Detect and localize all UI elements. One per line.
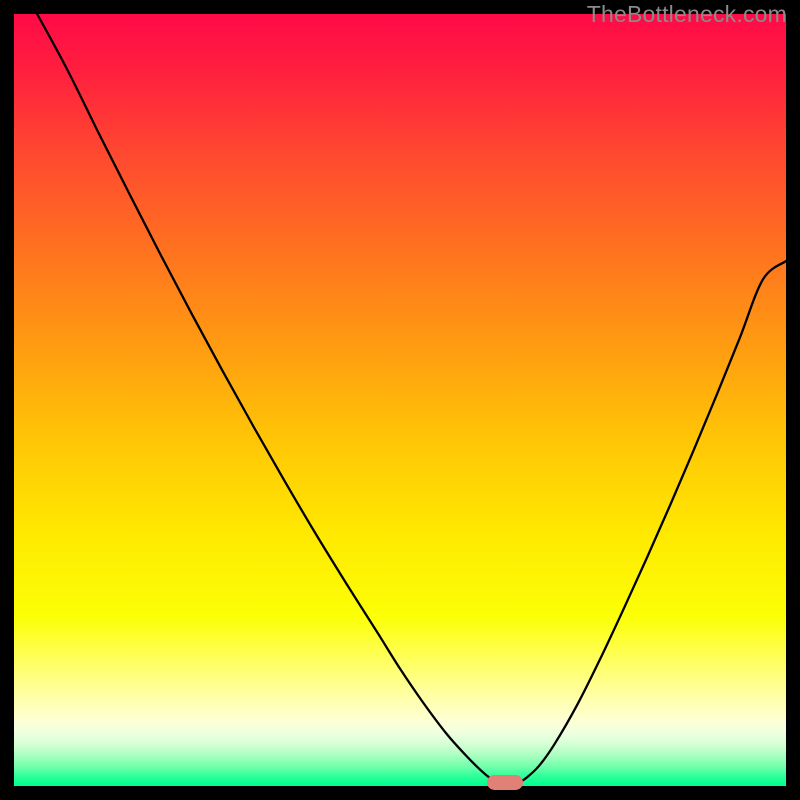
bottleneck-curve <box>37 14 786 783</box>
bottleneck-curve-layer <box>14 14 786 786</box>
optimal-point-marker <box>487 775 523 790</box>
bottleneck-plot-area <box>14 14 786 786</box>
watermark-label: TheBottleneck.com <box>587 1 787 28</box>
